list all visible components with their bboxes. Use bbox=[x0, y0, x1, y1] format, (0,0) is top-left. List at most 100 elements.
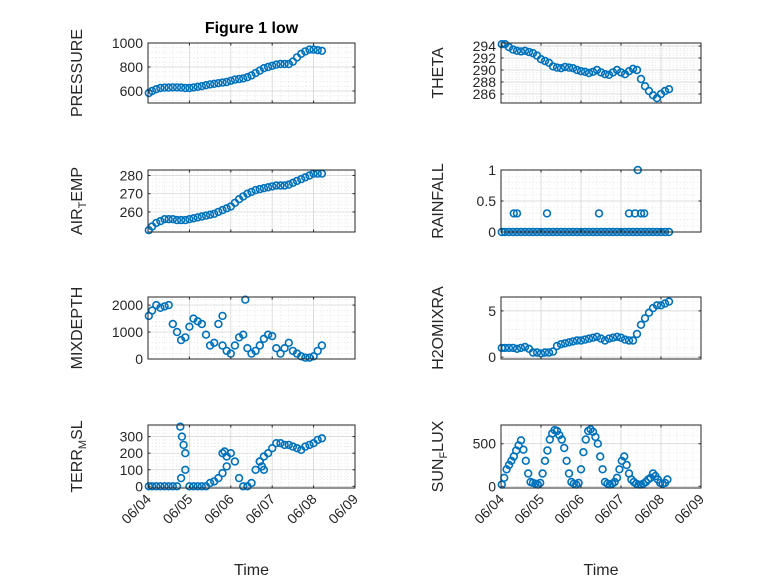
data-point bbox=[628, 336, 638, 345]
y-tick-label: 0 bbox=[135, 478, 143, 494]
data-point bbox=[168, 319, 178, 329]
data-point bbox=[185, 322, 194, 331]
data-point bbox=[516, 47, 526, 56]
data-point bbox=[268, 331, 277, 341]
data-point bbox=[152, 218, 161, 228]
y-tick-label: 288 bbox=[473, 74, 497, 90]
x-tick-label: 06/05 bbox=[511, 491, 547, 527]
y-tick-label: 290 bbox=[473, 62, 497, 78]
data-point bbox=[243, 189, 252, 198]
data-point bbox=[222, 77, 231, 87]
data-point bbox=[280, 440, 289, 450]
data-point bbox=[305, 440, 314, 450]
data-point bbox=[508, 343, 518, 353]
data-point bbox=[572, 336, 582, 345]
data-point bbox=[160, 482, 169, 491]
data-point bbox=[297, 352, 306, 361]
data-point bbox=[574, 478, 583, 488]
data-point bbox=[624, 336, 634, 345]
major-grid bbox=[501, 170, 701, 232]
data-point bbox=[255, 341, 264, 350]
data-point bbox=[610, 477, 619, 487]
data-point bbox=[268, 444, 277, 453]
data-series bbox=[144, 169, 327, 235]
data-point bbox=[268, 182, 277, 191]
data-point bbox=[230, 75, 240, 84]
data-point bbox=[239, 482, 248, 491]
data-point bbox=[292, 176, 302, 186]
x-tick-label: 06/06 bbox=[201, 491, 237, 527]
data-point bbox=[168, 83, 178, 92]
data-point bbox=[247, 71, 256, 80]
data-series bbox=[144, 422, 327, 491]
y-tick-label: 0.5 bbox=[477, 193, 497, 209]
x-tick-label: 06/08 bbox=[631, 491, 667, 527]
y-tick-label: 600 bbox=[120, 83, 144, 99]
data-point bbox=[576, 66, 586, 76]
data-point bbox=[230, 457, 240, 466]
data-point bbox=[263, 330, 273, 339]
data-point bbox=[234, 473, 244, 483]
data-point bbox=[193, 82, 202, 92]
data-point bbox=[292, 444, 302, 453]
data-point bbox=[595, 452, 605, 461]
data-point bbox=[201, 80, 211, 90]
data-point bbox=[205, 478, 215, 488]
data-point bbox=[516, 343, 526, 353]
data-point bbox=[560, 339, 570, 348]
data-point bbox=[234, 74, 244, 84]
data-point bbox=[156, 482, 165, 491]
figure-title: Figure 1 low bbox=[205, 20, 299, 37]
data-point bbox=[600, 336, 610, 345]
data-point bbox=[620, 335, 630, 344]
data-point bbox=[632, 329, 642, 339]
x-tick-label: 06/07 bbox=[242, 491, 278, 527]
data-point bbox=[284, 440, 293, 450]
data-point bbox=[612, 332, 622, 341]
data-point bbox=[632, 65, 642, 75]
data-point bbox=[179, 440, 188, 450]
data-point bbox=[580, 335, 590, 344]
x-tick-label: 06/04 bbox=[118, 491, 154, 527]
data-point bbox=[542, 209, 552, 218]
data-point bbox=[197, 81, 207, 91]
data-point bbox=[197, 212, 207, 221]
data-series bbox=[144, 295, 327, 362]
y-tick-label: 300 bbox=[120, 429, 144, 445]
y-tick-label: 1 bbox=[488, 162, 496, 178]
data-point bbox=[313, 435, 322, 445]
data-point bbox=[255, 66, 264, 75]
data-point bbox=[284, 338, 293, 347]
minor-grid bbox=[148, 425, 355, 488]
data-point bbox=[309, 45, 318, 54]
data-point bbox=[185, 215, 194, 224]
data-point bbox=[220, 447, 229, 456]
y-tick-label: 260 bbox=[120, 204, 144, 220]
y-tick-label: 294 bbox=[473, 38, 497, 54]
data-point bbox=[617, 456, 626, 465]
data-point bbox=[226, 76, 236, 86]
data-series bbox=[144, 45, 327, 98]
data-point bbox=[164, 482, 173, 491]
data-point bbox=[276, 59, 285, 69]
data-point bbox=[502, 465, 511, 474]
data-point bbox=[568, 337, 578, 346]
data-point bbox=[636, 74, 646, 84]
data-point bbox=[301, 173, 310, 182]
data-point bbox=[181, 333, 190, 342]
data-point bbox=[297, 49, 306, 58]
data-point bbox=[276, 439, 285, 448]
x-tick-label: 06/08 bbox=[284, 491, 320, 527]
data-point bbox=[201, 330, 211, 339]
y-tick-label: 800 bbox=[120, 59, 144, 75]
data-point bbox=[652, 301, 662, 310]
data-point bbox=[280, 344, 289, 353]
data-point bbox=[568, 63, 578, 73]
data-point bbox=[540, 56, 550, 66]
data-point bbox=[512, 46, 522, 55]
y-tick-label: 0 bbox=[488, 478, 496, 494]
data-point bbox=[596, 334, 606, 343]
data-point bbox=[147, 306, 157, 315]
data-point bbox=[532, 348, 542, 357]
data-point bbox=[512, 209, 522, 218]
